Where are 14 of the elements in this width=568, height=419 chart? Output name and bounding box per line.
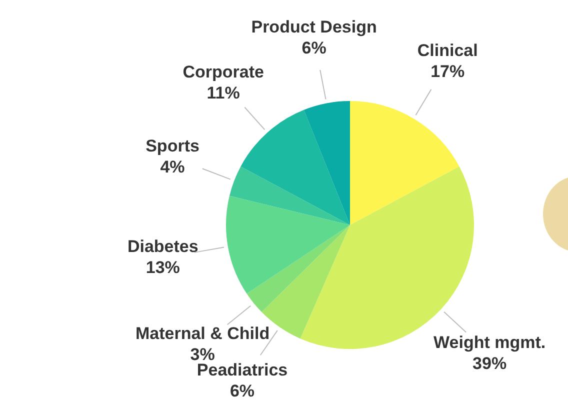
data-label: 39% <box>472 354 507 374</box>
data-label: 13% <box>146 258 180 278</box>
data-label: 4% <box>160 157 185 176</box>
data-label: 6% <box>302 38 326 58</box>
data-label: 6% <box>230 382 255 401</box>
slice-label: Corporate <box>182 62 264 82</box>
slice-label: Diabetes <box>127 237 198 256</box>
data-label: 11% <box>206 84 240 103</box>
slice-label: Clinical <box>417 41 478 60</box>
data-label: 17% <box>430 62 465 82</box>
slice-label: Product Design <box>251 18 377 37</box>
slice-label: Sports <box>146 136 200 156</box>
slice-label: Weight mgmt. <box>434 333 546 352</box>
slice-label: Maternal & Child <box>135 324 270 343</box>
